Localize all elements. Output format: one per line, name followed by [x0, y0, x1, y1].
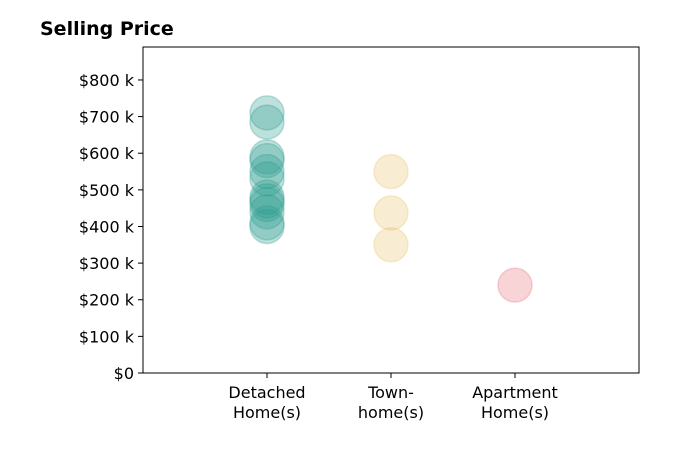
data-point [373, 227, 409, 263]
data-point [249, 142, 285, 179]
y-axis: $0 $100 k $200 k $300 k $400 k $500 k $600 k $7… [79, 71, 143, 383]
x-category-label: Town- [367, 383, 414, 402]
x-axis: DetachedHome(s)Town-home(s)ApartmentHome… [228, 373, 558, 422]
data-point [249, 179, 285, 215]
data-point [249, 186, 285, 223]
data-point [249, 205, 285, 241]
data-point [249, 95, 285, 131]
data-point [249, 139, 285, 175]
data-points [249, 95, 533, 303]
data-point [249, 161, 285, 197]
chart-title: Selling Price [40, 18, 174, 40]
x-category-label: Home(s) [233, 403, 301, 422]
y-tick-label: $700 k [79, 108, 135, 127]
data-point [373, 153, 409, 190]
data-point [373, 195, 409, 231]
data-point [249, 183, 285, 219]
y-tick-label: $800 k [79, 71, 135, 90]
x-category-label: home(s) [358, 403, 424, 422]
data-point [249, 208, 285, 245]
data-point [497, 267, 533, 303]
y-tick-label: $200 k [79, 291, 135, 310]
y-tick-label: $500 k [79, 181, 135, 200]
x-category-label: Detached [228, 383, 305, 402]
data-point [249, 194, 285, 230]
y-tick-label: $300 k [79, 254, 135, 273]
x-category-label: Apartment [472, 383, 558, 402]
y-tick-label: $600 k [79, 144, 135, 163]
y-tick-label: $400 k [79, 217, 135, 236]
data-point [249, 153, 285, 190]
x-category-label: Home(s) [481, 403, 549, 422]
y-tick-label: $0 [114, 364, 134, 383]
data-point [249, 104, 285, 140]
y-tick-label: $100 k [79, 327, 135, 346]
